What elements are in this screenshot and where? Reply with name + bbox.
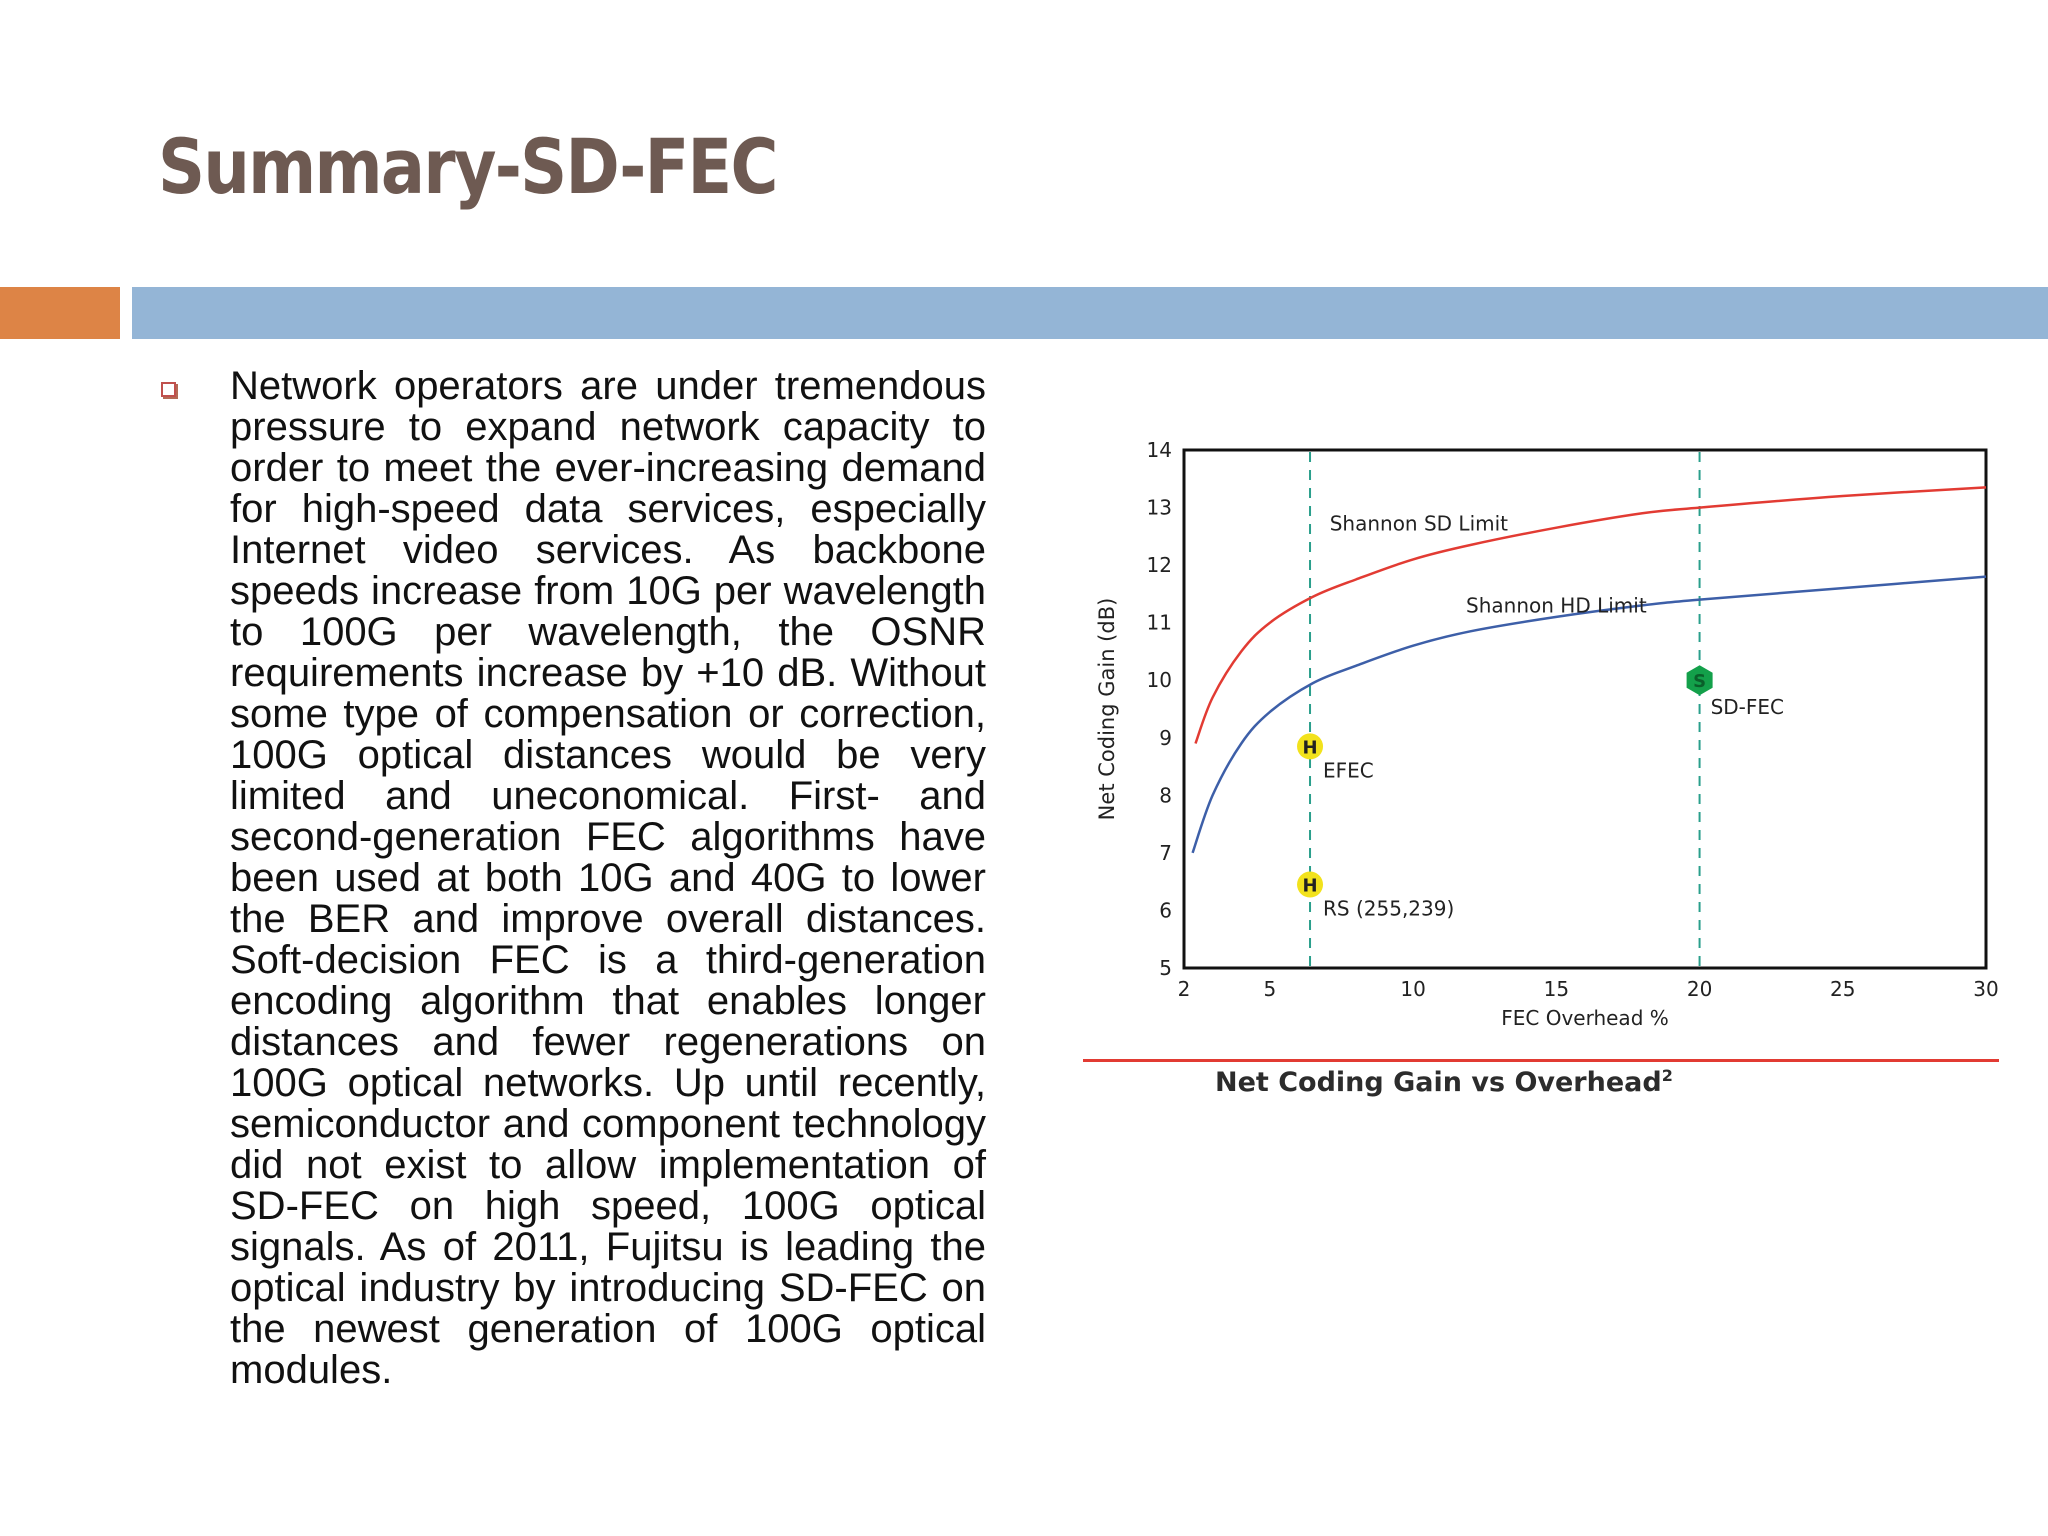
x-tick-label: 5 [1264,977,1277,1001]
slide-title: Summary-SD-FEC [158,122,778,211]
x-axis-label: FEC Overhead % [1501,1006,1669,1030]
y-tick-label: 10 [1147,668,1172,692]
series-label-sd-limit: Shannon SD Limit [1330,512,1508,536]
y-tick-label: 8 [1159,783,1172,807]
y-tick-label: 6 [1159,898,1172,922]
chart-caption-text: Net Coding Gain vs Overhead [1215,1067,1662,1098]
hard-marker-letter: H [1302,876,1317,897]
accent-bar-blue [132,287,2048,339]
series-label-hd-limit: Shannon HD Limit [1466,593,1647,617]
series-line-sd-limit [1194,486,1987,744]
hard-decision-marker [1297,871,1324,898]
plot-frame [1182,448,1988,970]
bullet-paragraph: Network operators are under tremendous p… [230,364,986,1392]
y-tick-label: 11 [1147,611,1172,635]
bullet-square-icon [161,382,176,397]
caption-footnote-mark: 2 [1661,1066,1673,1085]
x-tick-label: 30 [1973,977,1998,1001]
y-tick-label: 5 [1159,956,1172,980]
x-tick-label: 10 [1400,977,1425,1001]
accent-bar-orange [0,287,120,339]
y-tick-label: 13 [1147,496,1172,520]
coding-gain-chart: 2 5 10 15 20 25 30 5 6 7 8 9 10 11 12 13 14 FEC Overhead … [1080,420,2020,1140]
x-tick-label: 25 [1830,977,1855,1001]
caption-rule [1083,1059,1999,1062]
point-label-sd-fec: SD-FEC [1711,695,1784,719]
y-tick-label: 14 [1147,438,1172,462]
y-tick-label: 9 [1159,726,1172,750]
x-tick-label: 20 [1687,977,1712,1001]
hard-decision-marker [1297,733,1324,760]
series-line-hd-limit [1191,575,1987,854]
soft-decision-marker [1686,665,1713,696]
x-tick-label: 15 [1544,977,1569,1001]
chart-caption: Net Coding Gain vs Overhead2 [1215,1066,1673,1098]
y-axis-label: Net Coding Gain (dB) [1095,598,1119,821]
soft-marker-letter: S [1693,671,1706,692]
x-tick-label: 2 [1178,977,1191,1001]
y-tick-label: 12 [1147,553,1172,577]
hard-marker-letter: H [1302,737,1317,758]
point-label: EFEC [1323,758,1374,782]
y-tick-label: 7 [1159,841,1172,865]
point-label: RS (255,239) [1323,897,1454,921]
